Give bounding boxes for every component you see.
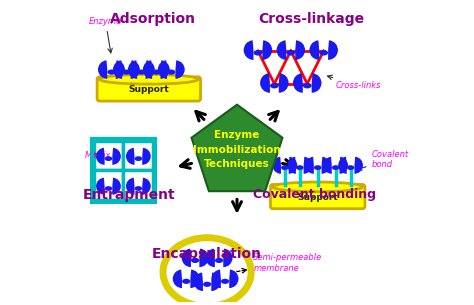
Text: Enzyme
Immobilization
Techniques: Enzyme Immobilization Techniques [193, 130, 281, 169]
Ellipse shape [107, 70, 116, 75]
Wedge shape [211, 273, 220, 291]
Wedge shape [182, 249, 191, 267]
Ellipse shape [319, 50, 328, 56]
Ellipse shape [332, 165, 339, 170]
Wedge shape [173, 270, 182, 288]
Ellipse shape [254, 50, 262, 56]
Wedge shape [98, 60, 107, 79]
Ellipse shape [152, 70, 160, 75]
Wedge shape [260, 73, 270, 93]
Wedge shape [293, 73, 303, 93]
Bar [123, 141, 153, 170]
Wedge shape [131, 60, 140, 79]
Wedge shape [312, 73, 321, 93]
Wedge shape [206, 249, 215, 267]
Ellipse shape [286, 50, 295, 56]
Text: Enzyme: Enzyme [89, 17, 122, 53]
Wedge shape [279, 73, 289, 93]
Wedge shape [304, 157, 312, 174]
Ellipse shape [270, 83, 279, 88]
Ellipse shape [135, 186, 142, 191]
Ellipse shape [135, 156, 142, 161]
Wedge shape [112, 148, 121, 165]
Wedge shape [244, 40, 254, 60]
Text: Covalent bonding: Covalent bonding [253, 188, 376, 201]
Wedge shape [200, 249, 209, 267]
Wedge shape [143, 60, 152, 79]
Ellipse shape [296, 165, 303, 170]
Wedge shape [113, 60, 122, 79]
Ellipse shape [100, 74, 198, 84]
Ellipse shape [167, 70, 175, 75]
Wedge shape [146, 60, 155, 79]
Wedge shape [355, 157, 363, 174]
Polygon shape [191, 105, 283, 191]
Ellipse shape [314, 165, 321, 170]
Wedge shape [310, 40, 319, 60]
Ellipse shape [168, 242, 246, 302]
Wedge shape [96, 148, 105, 165]
Bar [92, 139, 155, 202]
Ellipse shape [163, 238, 251, 305]
Wedge shape [194, 273, 203, 291]
Wedge shape [321, 157, 330, 174]
Wedge shape [191, 270, 200, 288]
Text: Support: Support [128, 85, 169, 95]
Text: Cross-links: Cross-links [328, 75, 381, 90]
Text: Support: Support [297, 193, 338, 202]
Ellipse shape [215, 258, 223, 263]
Bar [93, 170, 123, 200]
FancyBboxPatch shape [97, 77, 201, 101]
Wedge shape [262, 40, 272, 60]
Text: Entrapment: Entrapment [83, 188, 176, 203]
Wedge shape [112, 178, 121, 195]
Ellipse shape [203, 282, 211, 287]
Ellipse shape [182, 279, 190, 284]
Wedge shape [142, 148, 151, 165]
Wedge shape [305, 157, 314, 174]
Wedge shape [158, 60, 167, 79]
Wedge shape [229, 270, 238, 288]
Text: Matrix: Matrix [84, 152, 111, 160]
Text: Semi-permeable
membrane: Semi-permeable membrane [237, 253, 323, 273]
Text: Cross-linkage: Cross-linkage [259, 12, 365, 26]
Ellipse shape [303, 83, 311, 88]
Text: Adsorption: Adsorption [110, 12, 196, 26]
Wedge shape [323, 157, 332, 174]
Wedge shape [175, 60, 185, 79]
Wedge shape [126, 178, 135, 195]
Ellipse shape [221, 279, 229, 284]
Wedge shape [289, 157, 297, 174]
Wedge shape [295, 40, 305, 60]
Bar [93, 141, 123, 170]
Ellipse shape [347, 165, 355, 170]
Wedge shape [161, 60, 170, 79]
FancyBboxPatch shape [271, 185, 365, 209]
Ellipse shape [105, 186, 112, 191]
Wedge shape [96, 178, 105, 195]
Wedge shape [338, 157, 347, 174]
Wedge shape [211, 270, 221, 288]
Wedge shape [328, 40, 338, 60]
Ellipse shape [191, 258, 199, 263]
Wedge shape [128, 60, 137, 79]
Text: Covalent
bond: Covalent bond [357, 150, 409, 170]
Ellipse shape [122, 70, 130, 75]
Wedge shape [116, 60, 125, 79]
Ellipse shape [137, 70, 146, 75]
Wedge shape [223, 249, 233, 267]
Text: Encapsulation: Encapsulation [152, 247, 262, 261]
Wedge shape [273, 157, 281, 174]
Wedge shape [126, 148, 135, 165]
Bar [123, 170, 153, 200]
Ellipse shape [273, 182, 363, 192]
Ellipse shape [105, 156, 112, 161]
Wedge shape [287, 157, 296, 174]
Wedge shape [142, 178, 151, 195]
Wedge shape [339, 157, 348, 174]
Ellipse shape [281, 165, 289, 170]
Wedge shape [276, 40, 286, 60]
